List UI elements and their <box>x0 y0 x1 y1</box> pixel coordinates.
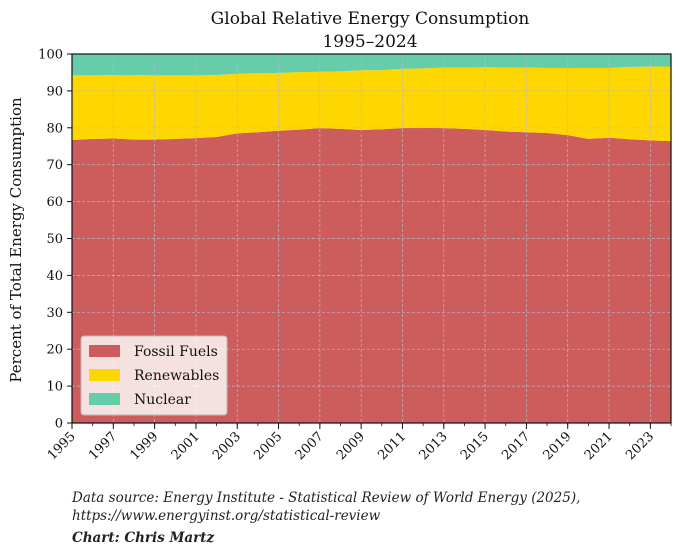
chart-credit: Chart: Chris Martz <box>72 530 215 546</box>
x-tick-label: 2003 <box>210 429 244 463</box>
y-tick-label: 70 <box>46 158 63 173</box>
y-tick-label: 50 <box>46 232 63 247</box>
y-tick-label: 20 <box>46 343 63 358</box>
y-tick-label: 40 <box>46 269 63 284</box>
y-tick-label: 90 <box>46 84 63 99</box>
legend: Fossil Fuels Renewables Nuclear <box>80 335 228 416</box>
x-tick-label: 2015 <box>458 429 492 463</box>
x-tick-label: 2013 <box>417 429 451 463</box>
y-tick-label: 0 <box>55 417 63 432</box>
x-tick-label: 2001 <box>169 429 203 463</box>
chart-title: Global Relative Energy Consumption <box>211 9 530 29</box>
legend-swatch <box>89 393 120 405</box>
x-tick-label: 1997 <box>86 429 120 463</box>
x-tick-label: 1999 <box>127 429 161 463</box>
area-nuclear <box>72 54 671 76</box>
y-tick-label: 60 <box>46 195 63 210</box>
x-tick-label: 2011 <box>375 429 409 463</box>
x-tick-label: 2005 <box>251 429 285 463</box>
x-tick-label: 2009 <box>334 429 368 463</box>
chart-subtitle: 1995–2024 <box>322 32 417 52</box>
legend-label: Fossil Fuels <box>134 344 218 360</box>
legend-label: Renewables <box>134 368 219 384</box>
legend-swatch <box>89 345 120 357</box>
y-tick-label: 10 <box>46 380 63 395</box>
y-tick-label: 80 <box>46 121 63 136</box>
y-axis: 0 10 20 30 40 50 60 70 80 90 100 <box>38 48 72 432</box>
area-renewables <box>72 66 671 142</box>
y-tick-label: 100 <box>38 48 63 63</box>
x-tick-label: 2019 <box>541 429 575 463</box>
legend-swatch <box>89 369 120 381</box>
x-tick-label: 2007 <box>293 429 327 463</box>
y-axis-label: Percent of Total Energy Consumption <box>7 97 25 383</box>
x-tick-label: 2023 <box>623 429 657 463</box>
legend-label: Nuclear <box>134 392 191 408</box>
x-tick-label: 1995 <box>45 429 79 463</box>
y-tick-label: 30 <box>46 306 63 321</box>
x-tick-label: 2021 <box>582 429 616 463</box>
x-tick-label: 2017 <box>499 429 533 463</box>
x-axis: 1995 1997 1999 2001 2003 2005 2007 2009 2011 2013… <box>45 423 672 463</box>
data-source-note: Data source: Energy Institute - Statisti… <box>72 490 581 524</box>
